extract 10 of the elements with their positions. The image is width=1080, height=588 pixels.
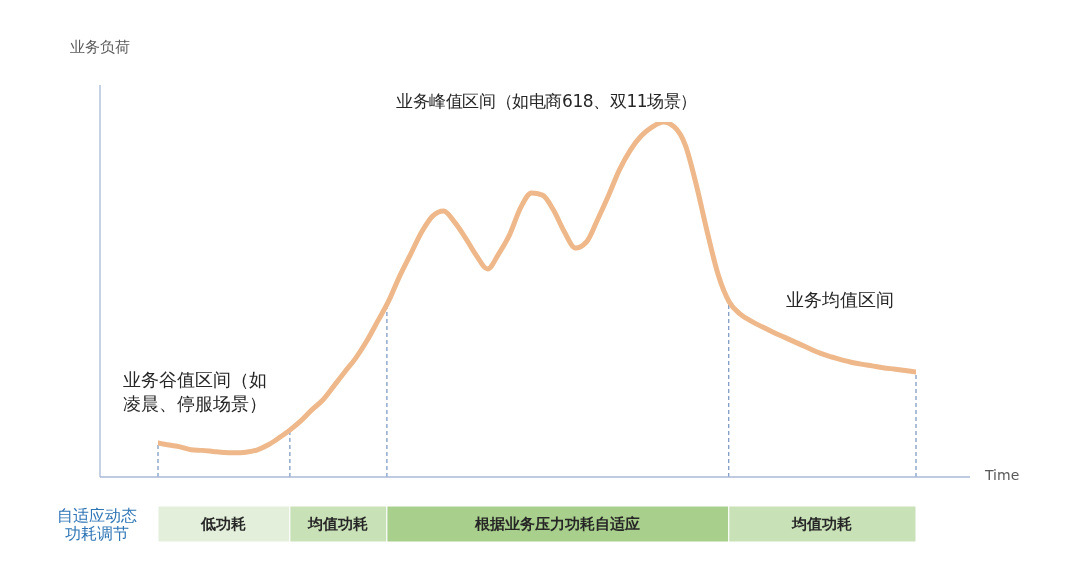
series-label: 根据业务压力功耗自适应 bbox=[474, 515, 641, 534]
annotation: 业务谷值区间（如凌晨、停服场景） bbox=[123, 368, 268, 416]
annotation: 业务均值区间 bbox=[786, 288, 895, 312]
y-tick-label: 自适应动态功耗调节 bbox=[57, 505, 137, 543]
x-axis-title: Time bbox=[985, 467, 1020, 483]
text: 业务峰值区间（如电商618、双11场景） bbox=[396, 90, 699, 113]
y-axis-title: 业务负荷 bbox=[70, 38, 130, 57]
series-label: 均值功耗 bbox=[307, 515, 369, 534]
series-label: 低功耗 bbox=[200, 515, 247, 534]
series-label: 均值功耗 bbox=[791, 515, 853, 534]
